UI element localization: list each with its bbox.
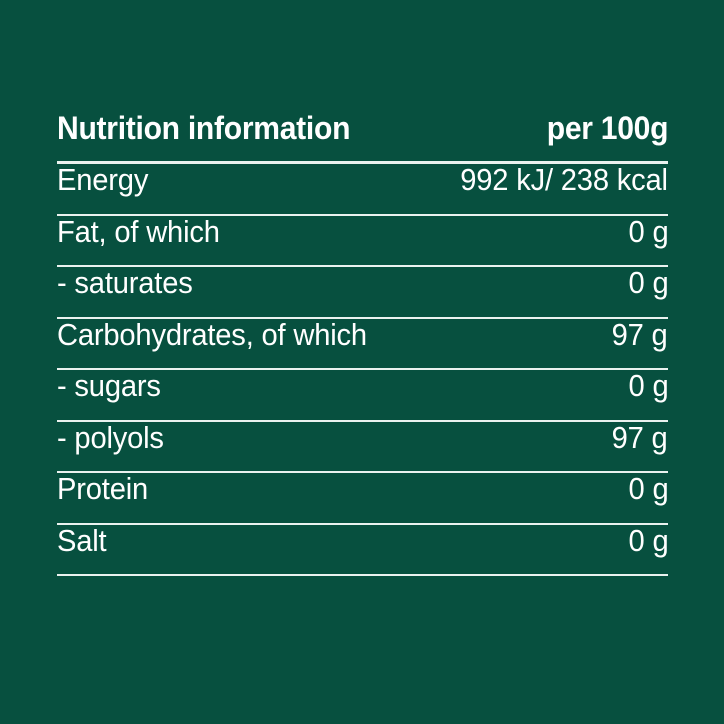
nutrition-table-title: Nutrition information	[57, 110, 351, 146]
nutrient-value: 992 kJ/ 238 kcal	[460, 162, 668, 197]
table-row-sugars: - sugars 0 g	[57, 370, 668, 422]
table-row-carbohydrates: Carbohydrates, of which 97 g	[57, 316, 668, 370]
nutrient-value: 0 g	[628, 471, 668, 506]
nutrient-value: 0 g	[628, 368, 668, 403]
nutrition-basis-label: per 100g	[546, 110, 669, 146]
table-row-saturates: - saturates 0 g	[57, 267, 668, 319]
nutrient-label: Energy	[57, 162, 149, 197]
table-row-salt: Salt 0 g	[57, 522, 668, 576]
nutrient-label: - saturates	[57, 265, 193, 300]
nutrient-value: 97 g	[612, 419, 668, 455]
nutrient-value: 97 g	[612, 316, 668, 352]
table-row-energy: Energy 992 kJ/ 238 kcal	[57, 164, 668, 216]
nutrient-label: - sugars	[57, 368, 161, 403]
nutrient-label: Carbohydrates, of which	[57, 316, 367, 352]
nutrient-label: Protein	[57, 471, 149, 506]
nutrient-label: - polyols	[57, 419, 164, 455]
table-header-row: Nutrition information per 100g	[57, 112, 668, 164]
table-row-fat: Fat, of which 0 g	[57, 213, 668, 267]
nutrient-value: 0 g	[628, 265, 668, 300]
nutrient-value: 0 g	[628, 522, 668, 558]
nutrient-label: Fat, of which	[57, 213, 220, 249]
nutrition-information-table: Nutrition information per 100g Energy 99…	[57, 112, 668, 576]
table-row-protein: Protein 0 g	[57, 473, 668, 525]
table-row-polyols: - polyols 97 g	[57, 419, 668, 473]
nutrient-label: Salt	[57, 522, 107, 558]
nutrient-value: 0 g	[628, 213, 668, 249]
